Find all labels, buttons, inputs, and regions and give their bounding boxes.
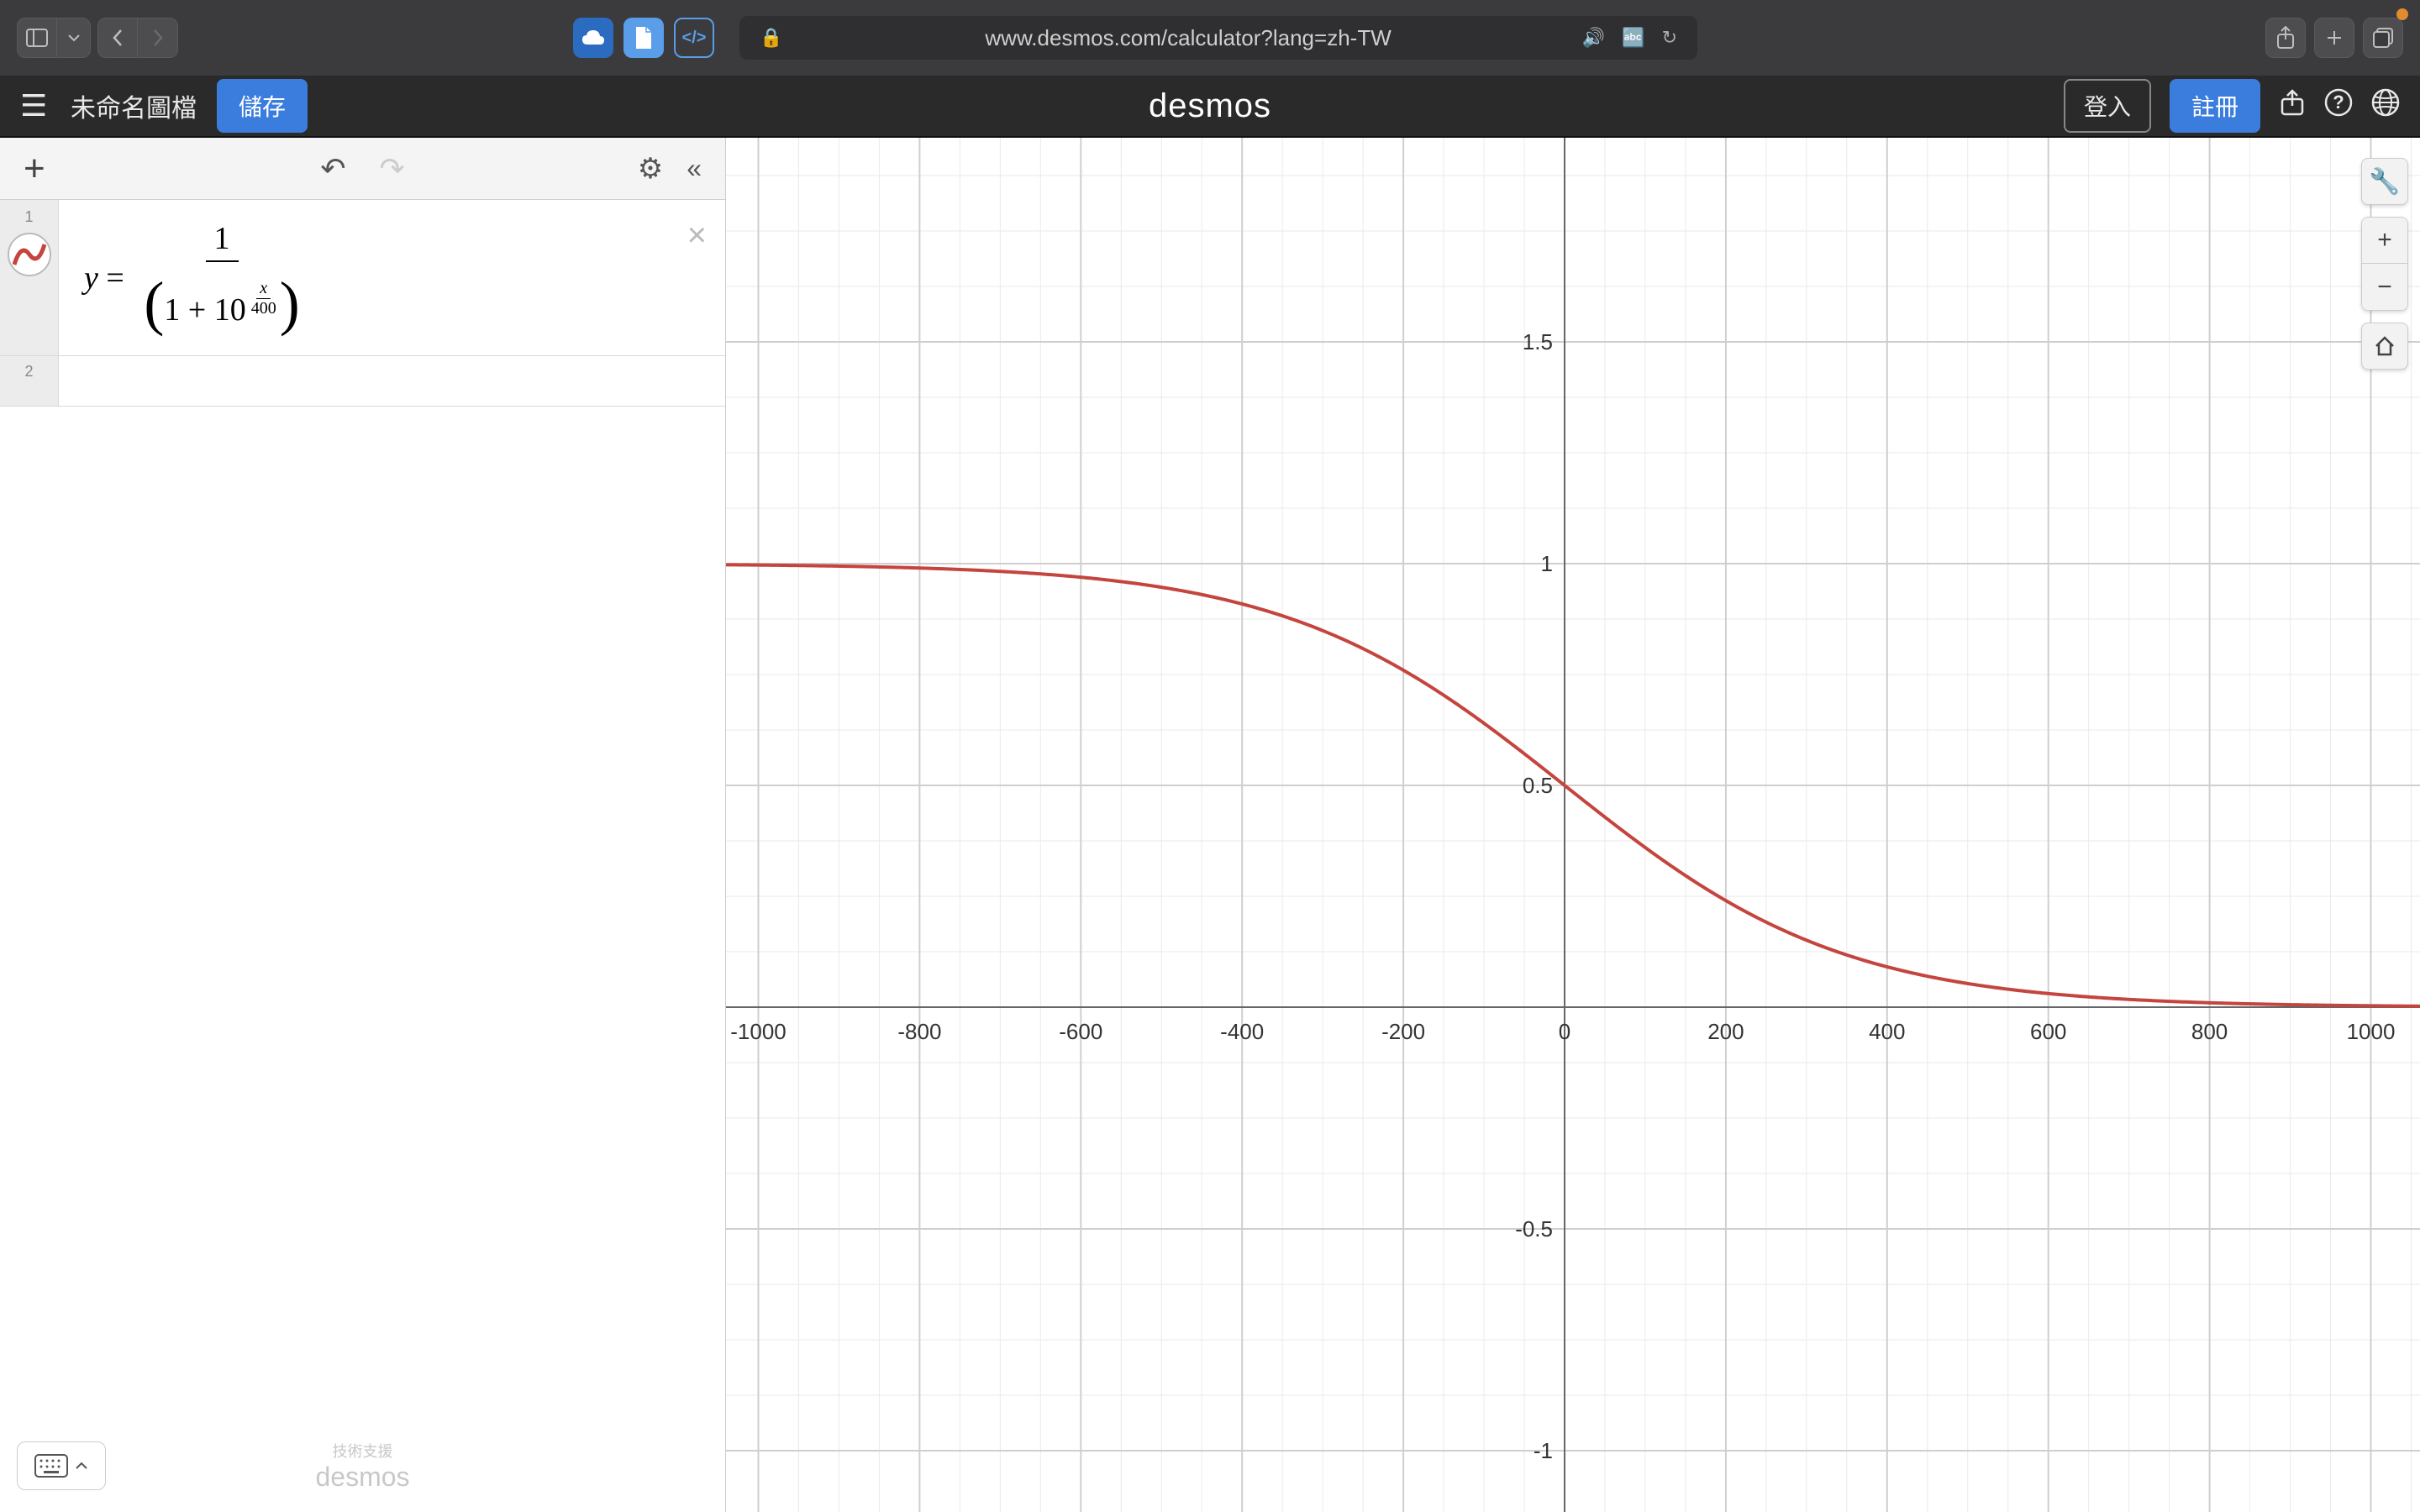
expression-color-toggle[interactable] [8,233,51,276]
tab-icon-code[interactable]: </> [674,18,714,58]
main-area: + ↶ ↷ ⚙ « 1 y = 1 (1 [0,138,2420,1512]
menu-button[interactable]: ☰ [20,88,54,123]
graph-canvas[interactable]: -1000 -800 -600 -400 -200 0 200 400 600 800 1000 -1… [726,138,2420,1512]
expression-toolbar: + ↶ ↷ ⚙ « [0,138,725,200]
svg-text:1000: 1000 [2347,1019,2396,1044]
expression-index: 1 [24,208,33,226]
login-button[interactable]: 登入 [2064,79,2151,133]
svg-text:?: ? [2333,92,2344,113]
reload-icon[interactable]: ↻ [1662,27,1677,49]
zoom-in-button[interactable]: + [2361,217,2408,264]
redo-button[interactable]: ↷ [380,151,405,186]
svg-text:-800: -800 [897,1019,941,1044]
svg-text:-400: -400 [1220,1019,1264,1044]
add-expression-button[interactable]: + [24,148,45,190]
settings-button[interactable]: ⚙ [638,152,663,186]
url-right-icons: 🔊 🔤 ↻ [1582,27,1677,49]
expression-index: 2 [24,363,33,381]
delete-expression-button[interactable]: × [687,217,707,255]
url-bar[interactable]: 🔒 www.desmos.com/calculator?lang=zh-TW 🔊… [739,16,1697,60]
translate-icon[interactable]: 🔤 [1622,27,1644,49]
audio-icon[interactable]: 🔊 [1582,27,1605,49]
svg-text:600: 600 [2030,1019,2066,1044]
share-button[interactable] [2265,18,2306,58]
signup-button[interactable]: 註冊 [2170,79,2260,133]
help-icon[interactable]: ? [2324,88,2353,123]
home-zoom-button[interactable] [2361,323,2408,370]
expression-row[interactable]: 2 [0,356,725,407]
share-graph-icon[interactable] [2279,89,2306,123]
desmos-logo: desmos [1149,87,1271,125]
expression-panel: + ↶ ↷ ⚙ « 1 y = 1 (1 [0,138,726,1512]
svg-text:1: 1 [1541,551,1553,576]
svg-text:1.5: 1.5 [1523,329,1553,354]
sidebar-toggle-button[interactable] [17,18,57,58]
expression-gutter: 2 [0,356,59,406]
svg-text:-1: -1 [1534,1438,1553,1463]
desmos-header: ☰ 未命名圖檔 儲存 desmos 登入 註冊 ? [0,76,2420,138]
save-button[interactable]: 儲存 [217,79,308,133]
new-tab-button[interactable] [2314,18,2354,58]
svg-text:0: 0 [1559,1019,1570,1044]
browser-right-controls [2265,18,2403,58]
expression-row[interactable]: 1 y = 1 (1 + 10x400) × [0,200,725,356]
graph-settings-button[interactable]: 🔧 [2361,158,2408,205]
graph-svg[interactable]: -1000 -800 -600 -400 -200 0 200 400 600 800 1000 -1… [726,138,2420,1512]
svg-text:800: 800 [2191,1019,2228,1044]
expression-gutter: 1 [0,200,59,355]
language-icon[interactable] [2371,88,2400,123]
svg-text:-200: -200 [1381,1019,1425,1044]
header-right: 登入 註冊 ? [2064,79,2400,133]
back-button[interactable] [97,18,138,58]
browser-toolbar: </> 🔒 www.desmos.com/calculator?lang=zh-… [0,0,2420,76]
svg-text:400: 400 [1869,1019,1905,1044]
tab-icon-document[interactable] [623,18,664,58]
sidebar-footer: 技術支援 desmos [0,1420,725,1512]
graph-controls: 🔧 + − [2361,158,2408,370]
zoom-out-button[interactable]: − [2361,264,2408,311]
svg-text:0.5: 0.5 [1523,773,1553,798]
powered-by-logo: 技術支援 desmos [315,1440,409,1493]
lock-icon: 🔒 [760,27,782,49]
browser-left-controls [17,18,178,58]
browser-tab-icons: </> [573,18,714,58]
undo-button[interactable]: ↶ [320,151,345,186]
svg-text:-1000: -1000 [730,1019,786,1044]
tab-icon-icloud[interactable] [573,18,613,58]
keyboard-toggle-button[interactable] [17,1441,106,1490]
undo-redo-group: ↶ ↷ [320,151,404,186]
svg-text:-600: -600 [1059,1019,1102,1044]
notification-dot [2396,8,2408,20]
url-text: www.desmos.com/calculator?lang=zh-TW [794,25,1581,51]
expression-input[interactable]: y = 1 (1 + 10x400) [59,200,725,355]
graph-title[interactable]: 未命名圖檔 [71,87,197,124]
expression-input[interactable] [59,356,725,406]
tabs-overview-button[interactable] [2363,18,2403,58]
forward-button[interactable] [138,18,178,58]
svg-text:-0.5: -0.5 [1515,1216,1553,1242]
svg-text:200: 200 [1707,1019,1744,1044]
sidebar-dropdown-button[interactable] [57,18,91,58]
collapse-panel-button[interactable]: « [687,153,702,184]
